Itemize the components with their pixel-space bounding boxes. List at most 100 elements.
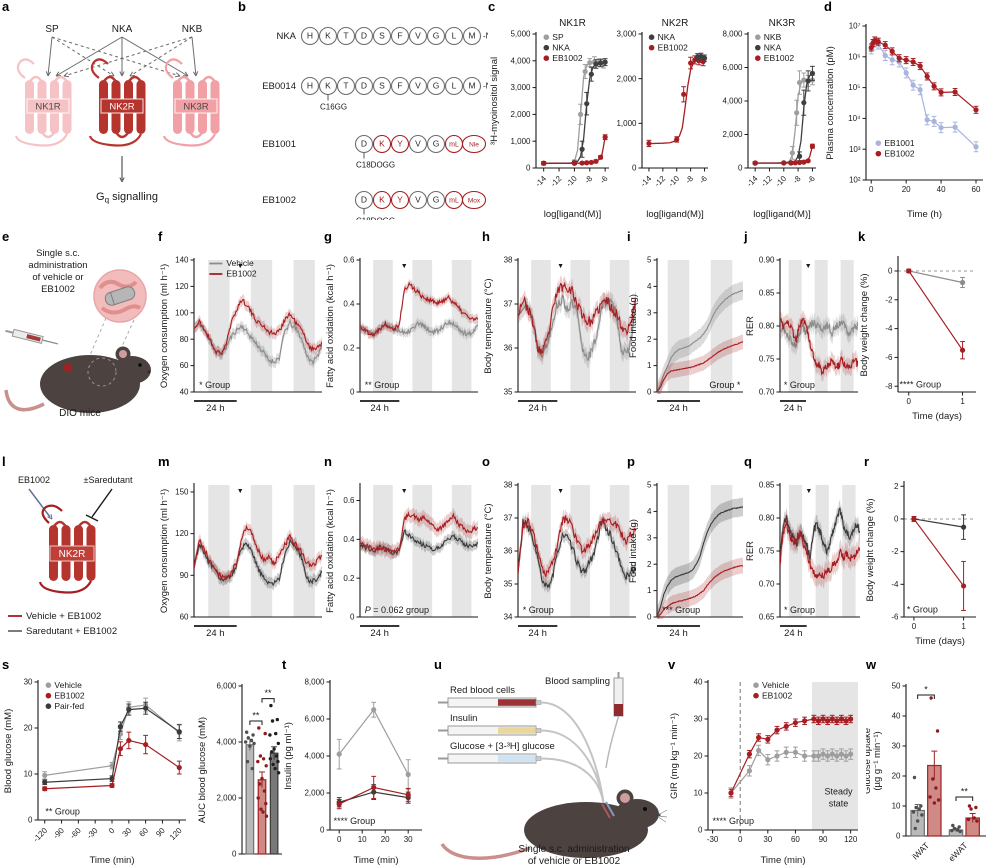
svg-text:▼: ▼ [805, 263, 812, 270]
svg-text:Time (min): Time (min) [353, 855, 398, 866]
svg-text:S: S [379, 81, 385, 91]
svg-text:Insulin (pg ml⁻¹): Insulin (pg ml⁻¹) [283, 722, 294, 790]
svg-text:D: D [361, 139, 367, 149]
svg-text:-8: -8 [583, 174, 595, 186]
svg-text:10⁴: 10⁴ [848, 114, 861, 123]
panel-j-letter: j [744, 229, 748, 244]
rer-chart: 0.70 0.75 0.80 0.85 0.90 24 h RER ▼ * Group [745, 256, 858, 414]
svg-text:0.6: 0.6 [343, 496, 355, 505]
oxygen-consumption-chart: 40 60 80 100 120 140 24 h Oxygen consumption (m… [159, 256, 322, 414]
svg-text:5,000: 5,000 [510, 30, 531, 39]
svg-text:Gq signalling: Gq signalling [96, 191, 158, 205]
svg-text:Fatty acid oxidation (kcal h⁻¹: Fatty acid oxidation (kcal h⁻¹) [325, 489, 336, 613]
svg-text:30: 30 [121, 826, 134, 839]
svg-text:▼: ▼ [401, 263, 408, 270]
svg-text:-120: -120 [31, 826, 49, 844]
svg-text:Body weight change (%): Body weight change (%) [859, 274, 870, 377]
svg-text:NKB: NKB [182, 24, 203, 35]
svg-text:NK2R: NK2R [109, 102, 134, 113]
svg-text:NK3R: NK3R [183, 102, 208, 113]
svg-text:1: 1 [960, 397, 965, 406]
svg-text:-6: -6 [885, 353, 893, 362]
svg-text:EB1002: EB1002 [226, 269, 257, 279]
svg-text:±Saredutant: ±Saredutant [84, 475, 133, 485]
svg-text:EB1002: EB1002 [54, 691, 85, 701]
svg-text:0.85: 0.85 [759, 481, 775, 490]
panel-c-letter: c [488, 0, 496, 14]
svg-text:Red blood cells: Red blood cells [450, 685, 515, 696]
svg-text:4: 4 [647, 282, 652, 291]
svg-text:150: 150 [175, 488, 189, 497]
panel-i: i 0 1 2 3 4 5 24 h Food intake (g) Group * [627, 230, 749, 422]
svg-text:30: 30 [763, 835, 772, 844]
svg-text:0: 0 [896, 832, 901, 841]
svg-text:V: V [415, 31, 421, 41]
svg-text:4,000: 4,000 [510, 56, 531, 65]
svg-text:0: 0 [907, 397, 912, 406]
svg-text:EB0014: EB0014 [262, 81, 296, 92]
svg-text:NKA: NKA [112, 24, 133, 35]
oxygen-consumption-antagonist-chart: 60 90 120 150 24 h Oxygen consumption (ml h⁻¹… [159, 483, 322, 639]
svg-text:-NH₂: -NH₂ [483, 82, 488, 91]
panel-f: f 40 60 80 100 120 140 24 h Oxygen consumption … [158, 230, 326, 422]
svg-text:K: K [379, 139, 385, 149]
svg-text:GIR (mg kg⁻¹ min⁻¹): GIR (mg kg⁻¹ min⁻¹) [669, 713, 680, 799]
svg-text:AUC blood glucose (mM): AUC blood glucose (mM) [197, 717, 208, 823]
svg-text:SP: SP [45, 24, 59, 35]
svg-text:37: 37 [504, 514, 513, 523]
svg-text:0: 0 [738, 835, 743, 844]
svg-text:2,000: 2,000 [216, 794, 237, 803]
body-weight-change-chart: 0 -2 -4 -6 -8 0 1 Body weight change (%) Time (d… [859, 256, 976, 422]
svg-text:Blood sampling: Blood sampling [545, 676, 610, 687]
svg-text:Vehicle: Vehicle [762, 680, 790, 690]
svg-text:0: 0 [647, 388, 652, 397]
fatty-acid-oxidation-antagonist-chart: 0 0.2 0.4 0.6 24 h Fatty acid oxidation (kcal… [325, 483, 478, 639]
svg-text:-2: -2 [885, 295, 893, 304]
panel-e: e Single s.c. administration of vehicle or… [2, 230, 154, 422]
svg-text:M: M [468, 31, 475, 41]
svg-text:Single s.c. administration: Single s.c. administration [518, 844, 629, 855]
svg-text:log[ligand(M)]: log[ligand(M)] [753, 209, 811, 220]
svg-text:24 h: 24 h [370, 628, 389, 639]
svg-text:10: 10 [694, 789, 703, 798]
panel-u: u Blood sampling Red blood cells Insulin Gl… [434, 658, 668, 866]
panel-l-letter: l [2, 454, 6, 469]
svg-text:Food intake (g): Food intake (g) [628, 519, 639, 583]
svg-text:40: 40 [892, 712, 901, 721]
panel-i-letter: i [627, 229, 631, 244]
svg-text:*** Group: *** Group [662, 605, 700, 615]
svg-text:10⁵: 10⁵ [848, 83, 860, 92]
svg-text:24 h: 24 h [528, 628, 547, 639]
svg-text:34: 34 [504, 613, 513, 622]
svg-text:**** Group: **** Group [900, 379, 942, 389]
svg-text:K: K [325, 31, 331, 41]
svg-text:NKB: NKB [764, 32, 782, 42]
svg-text:Glucose uptake: Glucose uptake [866, 728, 873, 794]
svg-text:24 h: 24 h [669, 403, 688, 414]
svg-text:-6: -6 [891, 613, 899, 622]
svg-text:2,000: 2,000 [722, 130, 743, 139]
nk1r-dose-response-chart: 0 1,000 2,000 3,000 4,000 5,000 -14 -12 -10 -8 -6 N… [489, 18, 610, 220]
fatty-acid-oxidation-chart: 0 0.2 0.4 0.6 24 h Fatty acid oxidation (kcal… [325, 256, 478, 414]
svg-text:Oxygen consumption (ml h⁻¹): Oxygen consumption (ml h⁻¹) [159, 264, 170, 388]
svg-text:30: 30 [404, 835, 413, 844]
svg-text:5: 5 [647, 481, 652, 490]
panel-s-auc: 0 2,000 4,000 6,000 AUC blood glucose (mM) **… [196, 658, 284, 866]
svg-text:C16GG: C16GG [320, 103, 347, 112]
panel-p: p 0 1 2 3 4 5 24 h Food intake (g) *** Group [627, 455, 749, 647]
svg-text:10²: 10² [849, 176, 861, 185]
svg-text:NK1R: NK1R [35, 102, 60, 113]
svg-text:G: G [433, 31, 440, 41]
svg-text:-6: -6 [698, 174, 710, 186]
svg-text:0.80: 0.80 [759, 514, 775, 523]
panel-g: g 0 0.2 0.4 0.6 24 h Fatty acid oxidation (kc… [324, 230, 482, 422]
svg-text:V: V [415, 81, 421, 91]
panel-o: o 34 35 36 37 38 24 h Body temperature (°C) ▼ * … [482, 455, 640, 647]
svg-text:G: G [433, 81, 440, 91]
svg-text:60: 60 [180, 613, 189, 622]
svg-text:F: F [397, 31, 402, 41]
svg-text:20: 20 [892, 772, 901, 781]
svg-text:0.80: 0.80 [759, 322, 775, 331]
svg-text:EB1002: EB1002 [552, 53, 583, 63]
svg-text:4,000: 4,000 [722, 97, 743, 106]
